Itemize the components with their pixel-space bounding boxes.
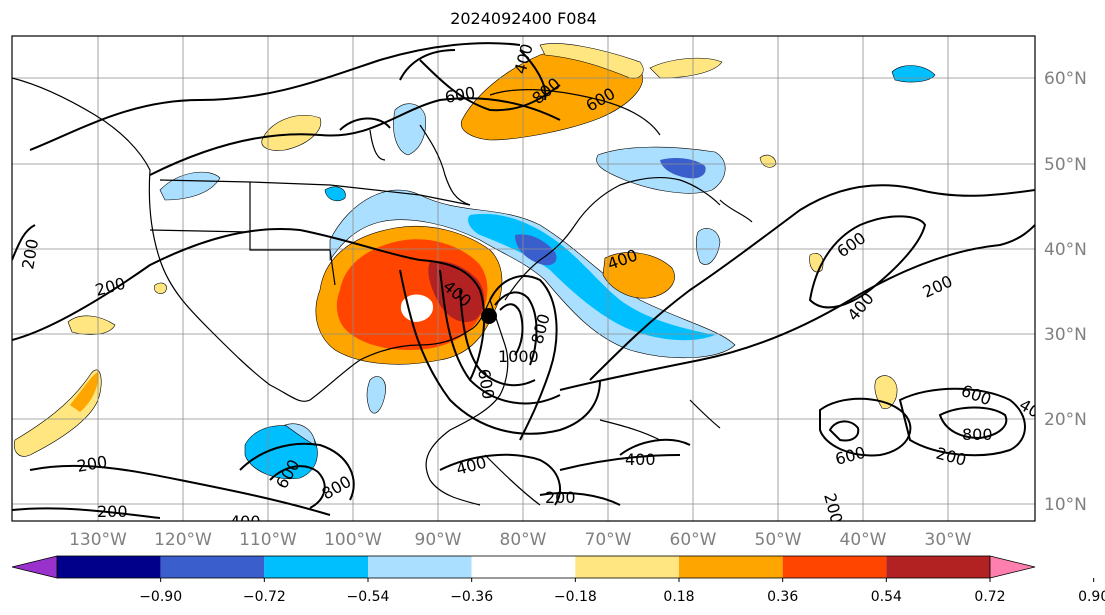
latitude-labels: 60°N 50°N 40°N 30°N 20°N 10°N xyxy=(1044,69,1087,515)
lat-label: 20°N xyxy=(1044,410,1087,430)
colorbar-tick-label: −0.90 xyxy=(139,589,182,605)
map-title: 2024092400 F084 xyxy=(450,9,597,28)
lon-label: 80°W xyxy=(500,530,547,550)
colorbar-ticks: −0.90 −0.72 −0.54 −0.36 −0.18 0.18 0.36 0.54 0.7… xyxy=(139,578,1105,605)
contour-label: 800 xyxy=(962,425,993,444)
colorbar-segment xyxy=(886,556,990,578)
lon-label: 130°W xyxy=(69,530,127,550)
longitude-labels: 130°W 120°W 110°W 100°W 90°W 80°W 70°W 6… xyxy=(69,530,972,550)
colorbar-segment xyxy=(471,556,576,578)
colorbar-tick-label: 0.72 xyxy=(974,589,1005,605)
colorbar-tick-label: 0.18 xyxy=(663,589,694,605)
contour-label: 1000 xyxy=(498,347,539,366)
colorbar-tick-label: −0.72 xyxy=(243,589,286,605)
cold-anomaly-atl2 xyxy=(695,228,721,265)
colorbar-tick-label: −0.54 xyxy=(347,589,390,605)
warm-anomaly-atlantic xyxy=(602,252,675,299)
lat-label: 30°N xyxy=(1044,325,1087,345)
map-frame xyxy=(11,35,1036,522)
contour-label: 400 xyxy=(230,512,261,531)
lon-label: 60°W xyxy=(670,530,717,550)
colorbar-tick-label: −0.36 xyxy=(450,589,493,605)
colorbar-tick-label: −0.18 xyxy=(554,589,597,605)
lat-label: 50°N xyxy=(1044,155,1087,175)
colorbar-max-extension xyxy=(989,555,1036,579)
cold-anomaly-labrador-core xyxy=(660,158,706,179)
colorbar-segment xyxy=(160,556,265,578)
contour-label: 400 xyxy=(625,450,656,469)
warm-anomaly-canada xyxy=(460,50,643,141)
coastlines xyxy=(12,77,753,506)
warm-anomaly-baja xyxy=(154,282,167,294)
cold-anomaly-caribbean xyxy=(366,376,386,414)
colorbar-segment xyxy=(679,556,783,578)
lon-label: 50°W xyxy=(755,530,802,550)
colorbar-tick-label: 0.90 xyxy=(1078,589,1105,605)
warm-anomaly-e-pacific-core xyxy=(70,372,99,412)
colorbar-segment xyxy=(57,556,161,578)
lat-label: 10°N xyxy=(1044,495,1087,515)
storm-center-marker xyxy=(481,308,497,324)
contour-label-layer: 200 200 200 200 200 200 200 400 400 400 … xyxy=(18,42,1035,531)
warm-anomaly-canada-outer xyxy=(539,43,644,79)
colorbar: −0.90 −0.72 −0.54 −0.36 −0.18 0.18 0.36 0.54 0.7… xyxy=(11,555,1105,605)
lon-label: 30°W xyxy=(925,530,972,550)
colorbar-segment xyxy=(264,556,368,578)
lon-label: 110°W xyxy=(239,530,297,550)
cold-anomaly-pacific-nw xyxy=(159,171,221,201)
map-plot-area: 200 200 200 200 200 200 200 400 400 400 … xyxy=(12,36,1035,531)
colorbar-segment xyxy=(575,556,679,578)
lon-label: 100°W xyxy=(324,530,382,550)
anomaly-fill-layer xyxy=(13,43,936,480)
cold-anomaly-hudson xyxy=(393,103,426,156)
colorbar-tick-label: 0.54 xyxy=(871,589,902,605)
lon-label: 70°W xyxy=(585,530,632,550)
lon-label: 120°W xyxy=(154,530,212,550)
contour-label: 200 xyxy=(97,502,128,521)
colorbar-segments xyxy=(56,555,991,579)
cold-anomaly-spot xyxy=(324,186,346,202)
colorbar-min-extension xyxy=(11,555,58,579)
lat-label: 60°N xyxy=(1044,69,1087,89)
lon-label: 90°W xyxy=(415,530,462,550)
contour-label: 200 xyxy=(545,488,576,507)
lon-label: 40°W xyxy=(840,530,887,550)
cold-anomaly-core-dark xyxy=(515,234,557,266)
contour-lines xyxy=(12,42,1035,519)
colorbar-tick-label: 0.36 xyxy=(767,589,798,605)
colorbar-segment xyxy=(368,556,472,578)
warm-anomaly-canada2 xyxy=(649,57,723,79)
colorbar-segment xyxy=(782,556,887,578)
white-hole xyxy=(400,294,434,322)
lat-label: 40°N xyxy=(1044,240,1087,260)
